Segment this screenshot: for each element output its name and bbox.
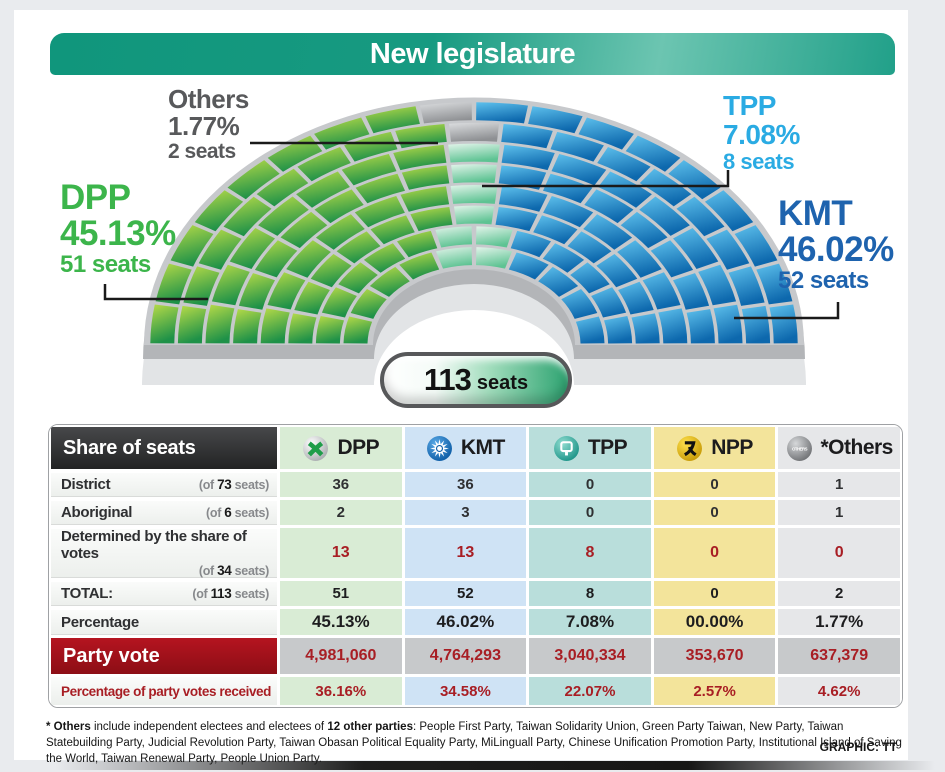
column-name: KMT [460, 436, 506, 459]
table-cell: 0 [653, 581, 776, 607]
column-header-dpp: DPP [280, 427, 402, 469]
dpp-name: DPP [60, 178, 131, 217]
kmt-logo-icon [426, 435, 452, 461]
others-name: Others [168, 84, 249, 114]
table-cell: 4,981,060 [280, 638, 402, 675]
dpp-logo-icon [303, 435, 329, 461]
table-cell: 2 [280, 500, 402, 525]
svg-text:OTHERS: OTHERS [791, 446, 807, 451]
row-label-party-vote: Party vote [51, 638, 277, 675]
table-cell: 8 [529, 581, 651, 607]
table-cell: 1.77% [778, 609, 900, 636]
column-header-tpp: TPP [529, 427, 651, 469]
kmt-seats: 52 seats [778, 267, 869, 295]
column-header-npp: NPP [653, 427, 776, 469]
hemicycle-svg [103, 97, 840, 385]
table-cell: 3,040,334 [529, 638, 651, 675]
dpp-callout: DPP 45.13% 51 seats [60, 180, 176, 278]
table-cell: 3 [404, 500, 527, 525]
table-cell: 1 [778, 500, 900, 525]
table-cell: 0 [529, 472, 651, 497]
column-name: NPP [711, 436, 753, 459]
table-cell: 0 [529, 500, 651, 525]
tpp-callout: TPP 7.08% 8 seats [723, 90, 800, 175]
table-cell: 0 [653, 528, 776, 579]
kmt-name: KMT [778, 194, 853, 233]
others-percent: 1.77% [168, 110, 240, 141]
table-cell: 4,764,293 [404, 638, 527, 675]
row-label-determined: Determined by the share of votes (of 34 … [51, 528, 277, 579]
share-of-seats-table: Share of seats DPP KMT TPP [48, 424, 903, 709]
tpp-percent: 7.08% [723, 118, 800, 150]
total-seats-pill: 113 seats [380, 352, 572, 408]
table-cell: 46.02% [404, 609, 527, 636]
table-cell: 36.16% [280, 677, 402, 706]
others-seats: 2 seats [168, 140, 236, 164]
table-cell: 36 [404, 472, 527, 497]
total-seats-unit: seats [476, 371, 529, 394]
table-cell: 4.62% [778, 677, 900, 706]
row-label-district: District (of 73 seats) [51, 472, 277, 497]
tpp-seats: 8 seats [723, 149, 795, 175]
table-cell: 52 [404, 581, 527, 607]
graphic-credit: GRAPHIC: TT [819, 740, 897, 754]
table-cell: 22.07% [529, 677, 651, 706]
kmt-callout: KMT 46.02% 52 seats [778, 196, 894, 294]
table-cell: 51 [280, 581, 402, 607]
column-header-others: OTHERS *Others [778, 427, 900, 469]
table-cell: 13 [404, 528, 527, 579]
total-seats-number: 113 [423, 362, 472, 397]
others-callout: Others 1.77% 2 seats [168, 86, 249, 162]
table-cell: 353,670 [653, 638, 776, 675]
column-header-kmt: KMT [404, 427, 527, 469]
row-label-pct-received: Percentage of party votes received [51, 677, 277, 706]
table-cell: 0 [778, 528, 900, 579]
tpp-logo-icon [553, 435, 579, 461]
column-name: *Others [820, 436, 894, 459]
bottom-shadow-bar [55, 761, 935, 770]
table-cell: 0 [653, 472, 776, 497]
row-label-aboriginal: Aboriginal (of 6 seats) [51, 500, 277, 525]
row-label-percentage: Percentage [51, 609, 277, 636]
table-cell: 7.08% [529, 609, 651, 636]
others-logo-icon: OTHERS [786, 435, 812, 461]
table-cell: 45.13% [280, 609, 402, 636]
kmt-percent: 46.02% [778, 229, 894, 269]
row-label-total: TOTAL: (of 113 seats) [51, 581, 277, 607]
table-cell: 1 [778, 472, 900, 497]
dpp-seats: 51 seats [60, 251, 151, 279]
table-cell: 0 [653, 500, 776, 525]
table-header-label: Share of seats [51, 427, 277, 469]
table-cell: 34.58% [404, 677, 527, 706]
table-cell: 2.57% [653, 677, 776, 706]
tpp-name: TPP [723, 90, 776, 121]
page-title: New legislature [369, 37, 576, 70]
footnote: * Others include independent electees an… [46, 720, 902, 766]
table-cell: 8 [529, 528, 651, 579]
table-cell: 36 [280, 472, 402, 497]
dpp-percent: 45.13% [60, 213, 176, 253]
column-name: TPP [587, 436, 628, 459]
table-cell: 13 [280, 528, 402, 579]
title-bar: New legislature [50, 33, 895, 75]
column-name: DPP [337, 436, 380, 459]
table-cell: 00.00% [653, 609, 776, 636]
npp-logo-icon [677, 435, 703, 461]
table-cell: 2 [778, 581, 900, 607]
table-cell: 637,379 [778, 638, 900, 675]
